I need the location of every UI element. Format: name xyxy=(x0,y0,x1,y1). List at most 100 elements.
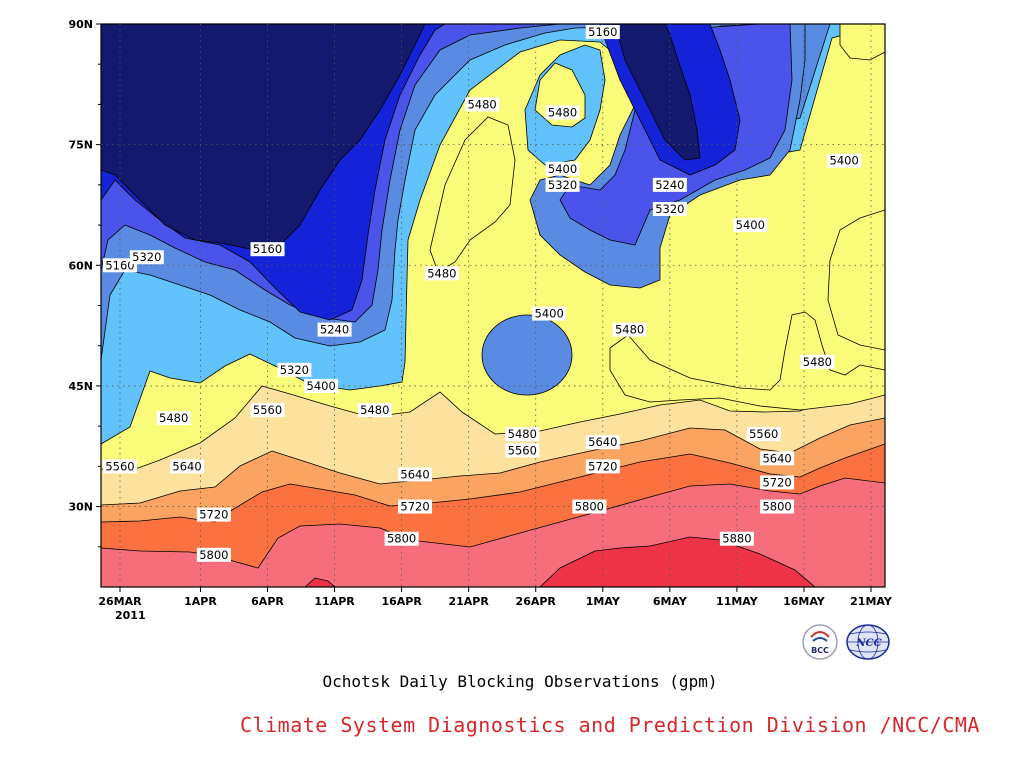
contour-label-text: 5720 xyxy=(762,475,791,489)
contour-label-5720: 5720 xyxy=(196,508,231,522)
contour-label-box xyxy=(304,378,339,393)
contour-label-box xyxy=(357,403,392,418)
contour-label-5800: 5800 xyxy=(384,531,419,546)
contour-label-box xyxy=(103,459,137,474)
contour-label-5720: 5720 xyxy=(585,459,620,474)
contour-label-box xyxy=(800,354,835,369)
contour-label-5560: 5560 xyxy=(250,403,285,418)
contour-label-text: 5240 xyxy=(320,323,349,337)
contour-label-text: 5480 xyxy=(803,355,832,369)
contour-label-5160: 5160 xyxy=(250,242,285,257)
contour-label-box xyxy=(196,547,231,562)
credit-text: Climate System Diagnostics and Predictio… xyxy=(240,713,980,737)
contour-label-5400: 5400 xyxy=(733,218,768,233)
contour-label-box xyxy=(746,427,781,442)
contour-label-box xyxy=(652,201,687,216)
contour-label-box xyxy=(532,306,567,321)
contour-label-box xyxy=(612,322,647,337)
contour-label-text: 5560 xyxy=(508,443,537,457)
contour-label-text: 5480 xyxy=(159,411,188,425)
contour-label-box xyxy=(250,403,285,418)
contour-label-box xyxy=(760,451,795,466)
contour-label-5400: 5400 xyxy=(545,161,580,176)
contour-label-5560: 5560 xyxy=(103,459,137,474)
contour-label-box xyxy=(719,531,754,546)
svg-text:BCC: BCC xyxy=(811,646,829,655)
band-5320-5400-blob xyxy=(481,314,573,396)
contour-label-5480: 5480 xyxy=(505,427,540,442)
contour-label-5880: 5880 xyxy=(719,531,754,546)
contour-label-box xyxy=(250,242,285,257)
contour-label-text: 5880 xyxy=(722,532,751,546)
contour-label-box xyxy=(170,459,205,474)
contour-label-box xyxy=(156,411,191,426)
contour-label-text: 5480 xyxy=(508,427,537,441)
contour-label-box xyxy=(398,499,433,514)
x-tick-label: 16APR xyxy=(381,595,422,608)
contour-label-box xyxy=(505,427,540,442)
x-year-label: 2011 xyxy=(115,609,146,622)
contour-label-box xyxy=(760,475,795,490)
x-tick-label: 21MAY xyxy=(850,595,893,608)
contour-label-5400: 5400 xyxy=(827,153,862,168)
band-5480-5560-se xyxy=(609,311,885,411)
contour-label-text: 5640 xyxy=(400,467,429,481)
contour-label-text: 5800 xyxy=(199,548,228,562)
contour-label-5800: 5800 xyxy=(760,499,795,514)
contour-label-5160: 5160 xyxy=(585,25,620,39)
contour-label-box xyxy=(129,250,164,265)
band-lt5160 xyxy=(101,24,426,251)
contour-label-text: 5320 xyxy=(548,178,577,192)
ncc-globe-logo-icon: NCC xyxy=(846,624,890,660)
contour-label-5480: 5480 xyxy=(357,403,392,418)
svg-text:NCC: NCC xyxy=(855,638,881,649)
contour-label-text: 5400 xyxy=(535,307,564,321)
contour-label-text: 5800 xyxy=(762,500,791,514)
grid-lines xyxy=(101,24,885,587)
contour-labels: 5160 5160 5160 5240 5240 5320 5320 5320 5320 5400… xyxy=(103,25,862,562)
band-gt5880 xyxy=(539,536,816,587)
contour-label-box xyxy=(652,177,687,192)
contour-label-text: 5720 xyxy=(199,508,228,522)
contour-label-text: 5320 xyxy=(280,363,309,377)
x-tick-label: 1APR xyxy=(184,595,217,608)
contour-label-5320: 5320 xyxy=(652,201,687,216)
y-tick-label: 90N xyxy=(68,18,93,31)
contour-label-5320: 5320 xyxy=(129,250,164,265)
contour-label-5480: 5480 xyxy=(156,411,191,426)
contour-label-box xyxy=(545,177,580,192)
contour-label-5800: 5800 xyxy=(572,499,607,514)
y-tick-label: 30N xyxy=(68,501,93,514)
x-tick-label: 1MAY xyxy=(586,595,621,608)
contour-label-5480: 5480 xyxy=(545,105,580,120)
contour-label-text: 5480 xyxy=(467,97,496,111)
x-tick-label: 6MAY xyxy=(653,595,688,608)
contour-label-text: 5480 xyxy=(427,266,456,280)
contour-label-text: 5160 xyxy=(105,258,134,272)
contour-label-box xyxy=(398,467,433,482)
contour-label-box xyxy=(572,499,607,514)
band-5480-5560-east2 xyxy=(839,24,885,61)
contour-label-box xyxy=(103,258,137,273)
contour-label-5640: 5640 xyxy=(585,435,620,450)
contour-label-text: 5560 xyxy=(105,459,134,473)
contour-label-text: 5480 xyxy=(548,105,577,119)
contour-label-box xyxy=(585,459,620,474)
x-tick-label: 16MAY xyxy=(783,595,826,608)
band-lt5160-east xyxy=(614,24,701,161)
contour-label-text: 5640 xyxy=(588,435,617,449)
contour-label-box xyxy=(277,362,312,377)
contour-label-5720: 5720 xyxy=(760,475,795,490)
contour-label-5480: 5480 xyxy=(612,322,647,337)
contour-label-5480: 5480 xyxy=(465,97,500,112)
x-tick-label: 11MAY xyxy=(716,595,759,608)
contour-label-text: 5240 xyxy=(655,178,684,192)
contour-label-text: 5160 xyxy=(253,242,282,256)
y-tick-label: 75N xyxy=(68,139,93,152)
contour-label-5400: 5400 xyxy=(304,378,339,393)
x-tick-label: 26MAR xyxy=(98,595,142,608)
contour-label-text: 5160 xyxy=(588,25,617,39)
contour-label-5560: 5560 xyxy=(746,427,781,442)
contour-label-text: 5800 xyxy=(575,500,604,514)
